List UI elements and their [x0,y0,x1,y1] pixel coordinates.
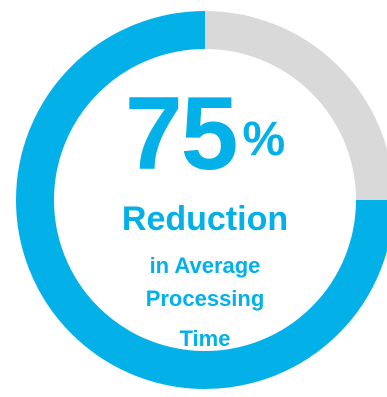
caption-line-3: Time [179,326,231,351]
caption-line-2: Processing [145,286,265,311]
value-arc [16,11,387,389]
remaining-arc [204,11,387,201]
caption-line-1: in Average [149,253,261,278]
percentage-value: 75% [0,82,387,192]
percentage-unit: % [242,113,286,166]
percentage-number: 75 [124,76,239,192]
headline-text: Reduction [121,200,289,238]
